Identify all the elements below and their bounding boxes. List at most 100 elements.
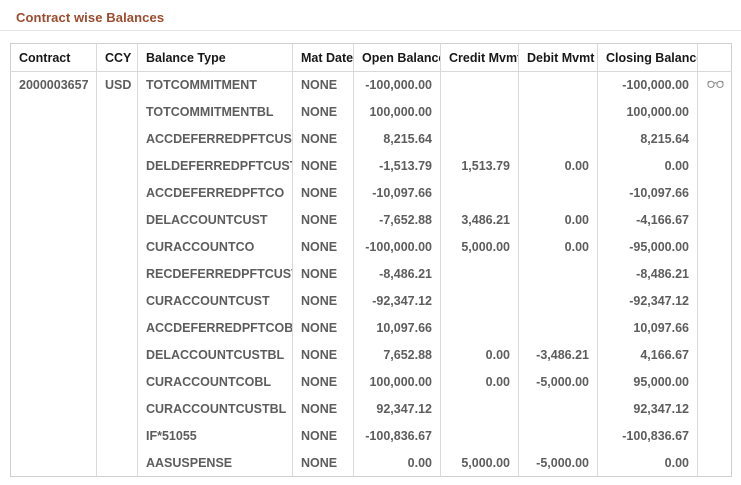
- mat-date-cell: NONE: [292, 422, 354, 450]
- balance-type-cell: DELDEFERREDPFTCUST: [137, 152, 293, 180]
- debit-mvmt-cell: [518, 179, 598, 207]
- page-title: Contract wise Balances: [16, 10, 165, 25]
- balance-type-cell: CURACCOUNTCO: [137, 233, 293, 261]
- balance-type-cell: TOTCOMMITMENT: [137, 71, 293, 99]
- balance-type-cell: ACCDEFERREDPFTCO: [137, 179, 293, 207]
- contract-cell: [10, 206, 97, 234]
- column-header-mat-date: Mat Date: [292, 43, 354, 72]
- open-balance-cell: -100,000.00: [353, 71, 441, 99]
- contract-cell: 2000003657: [10, 71, 97, 99]
- ccy-cell: [96, 422, 138, 450]
- open-balance-cell: -8,486.21: [353, 260, 441, 288]
- ccy-cell: [96, 314, 138, 342]
- contract-cell: [10, 233, 97, 261]
- credit-mvmt-cell: [440, 287, 519, 315]
- mat-date-cell: NONE: [292, 179, 354, 207]
- table-row: CURACCOUNTCUSTBL NONE 92,347.12 92,347.1…: [10, 395, 732, 423]
- eyeglasses-icon[interactable]: [706, 78, 725, 89]
- ccy-cell: [96, 179, 138, 207]
- open-balance-cell: 8,215.64: [353, 125, 441, 153]
- closing-balance-cell: 100,000.00: [597, 98, 698, 126]
- balance-type-cell: ACCDEFERREDPFTCOBL: [137, 314, 293, 342]
- column-header-closing-balance: Closing Balance: [597, 43, 698, 72]
- column-header-ccy: CCY: [96, 43, 138, 72]
- closing-balance-cell: -95,000.00: [597, 233, 698, 261]
- mat-date-cell: NONE: [292, 314, 354, 342]
- credit-mvmt-cell: 5,000.00: [440, 449, 519, 477]
- row-actions-cell: [697, 449, 732, 477]
- credit-mvmt-cell: [440, 71, 519, 99]
- credit-mvmt-cell: 0.00: [440, 341, 519, 369]
- mat-date-cell: NONE: [292, 395, 354, 423]
- ccy-cell: [96, 341, 138, 369]
- closing-balance-cell: -10,097.66: [597, 179, 698, 207]
- debit-mvmt-cell: [518, 71, 598, 99]
- credit-mvmt-cell: [440, 314, 519, 342]
- debit-mvmt-cell: 0.00: [518, 152, 598, 180]
- table-row: ACCDEFERREDPFTCO NONE -10,097.66 -10,097…: [10, 179, 732, 207]
- table-row: DELACCOUNTCUST NONE -7,652.88 3,486.21 0…: [10, 206, 732, 234]
- ccy-cell: [96, 368, 138, 396]
- credit-mvmt-cell: [440, 125, 519, 153]
- open-balance-cell: -100,836.67: [353, 422, 441, 450]
- table-row: DELDEFERREDPFTCUST NONE -1,513.79 1,513.…: [10, 152, 732, 180]
- column-header-balance-type: Balance Type: [137, 43, 293, 72]
- balance-type-cell: DELACCOUNTCUST: [137, 206, 293, 234]
- open-balance-cell: -7,652.88: [353, 206, 441, 234]
- credit-mvmt-cell: [440, 395, 519, 423]
- table-row: IF*51055 NONE -100,836.67 -100,836.67: [10, 422, 732, 450]
- open-balance-cell: -92,347.12: [353, 287, 441, 315]
- credit-mvmt-cell: 5,000.00: [440, 233, 519, 261]
- contract-cell: [10, 179, 97, 207]
- open-balance-cell: 92,347.12: [353, 395, 441, 423]
- debit-mvmt-cell: [518, 314, 598, 342]
- closing-balance-cell: -4,166.67: [597, 206, 698, 234]
- mat-date-cell: NONE: [292, 287, 354, 315]
- table-row: 2000003657 USD TOTCOMMITMENT NONE -100,0…: [10, 71, 732, 99]
- mat-date-cell: NONE: [292, 125, 354, 153]
- ccy-cell: [96, 395, 138, 423]
- credit-mvmt-cell: 0.00: [440, 368, 519, 396]
- mat-date-cell: NONE: [292, 341, 354, 369]
- contract-cell: [10, 98, 97, 126]
- row-actions-cell: [697, 233, 732, 261]
- section-title-bar: Contract wise Balances: [0, 0, 741, 31]
- column-header-contract: Contract: [10, 43, 97, 72]
- credit-mvmt-cell: [440, 179, 519, 207]
- credit-mvmt-cell: 1,513.79: [440, 152, 519, 180]
- contract-cell: [10, 449, 97, 477]
- credit-mvmt-cell: [440, 260, 519, 288]
- row-actions-cell: [697, 422, 732, 450]
- column-header-debit-mvmt: Debit Mvmt: [518, 43, 598, 72]
- mat-date-cell: NONE: [292, 152, 354, 180]
- row-actions-cell: [697, 341, 732, 369]
- mat-date-cell: NONE: [292, 233, 354, 261]
- debit-mvmt-cell: 0.00: [518, 206, 598, 234]
- debit-mvmt-cell: [518, 260, 598, 288]
- ccy-cell: [96, 287, 138, 315]
- debit-mvmt-cell: [518, 395, 598, 423]
- row-actions-cell: [697, 395, 732, 423]
- balance-type-cell: AASUSPENSE: [137, 449, 293, 477]
- ccy-cell: [96, 260, 138, 288]
- open-balance-cell: -1,513.79: [353, 152, 441, 180]
- table-row: ACCDEFERREDPFTCUST NONE 8,215.64 8,215.6…: [10, 125, 732, 153]
- balance-type-cell: TOTCOMMITMENTBL: [137, 98, 293, 126]
- credit-mvmt-cell: [440, 422, 519, 450]
- closing-balance-cell: -92,347.12: [597, 287, 698, 315]
- table-row: RECDEFERREDPFTCUST NONE -8,486.21 -8,486…: [10, 260, 732, 288]
- contract-cell: [10, 368, 97, 396]
- mat-date-cell: NONE: [292, 449, 354, 477]
- contract-cell: [10, 125, 97, 153]
- debit-mvmt-cell: [518, 125, 598, 153]
- credit-mvmt-cell: [440, 98, 519, 126]
- open-balance-cell: 10,097.66: [353, 314, 441, 342]
- mat-date-cell: NONE: [292, 368, 354, 396]
- contract-cell: [10, 287, 97, 315]
- open-balance-cell: 100,000.00: [353, 368, 441, 396]
- closing-balance-cell: -100,000.00: [597, 71, 698, 99]
- row-actions-cell: [697, 125, 732, 153]
- row-actions-cell: [697, 206, 732, 234]
- ccy-cell: [96, 125, 138, 153]
- mat-date-cell: NONE: [292, 98, 354, 126]
